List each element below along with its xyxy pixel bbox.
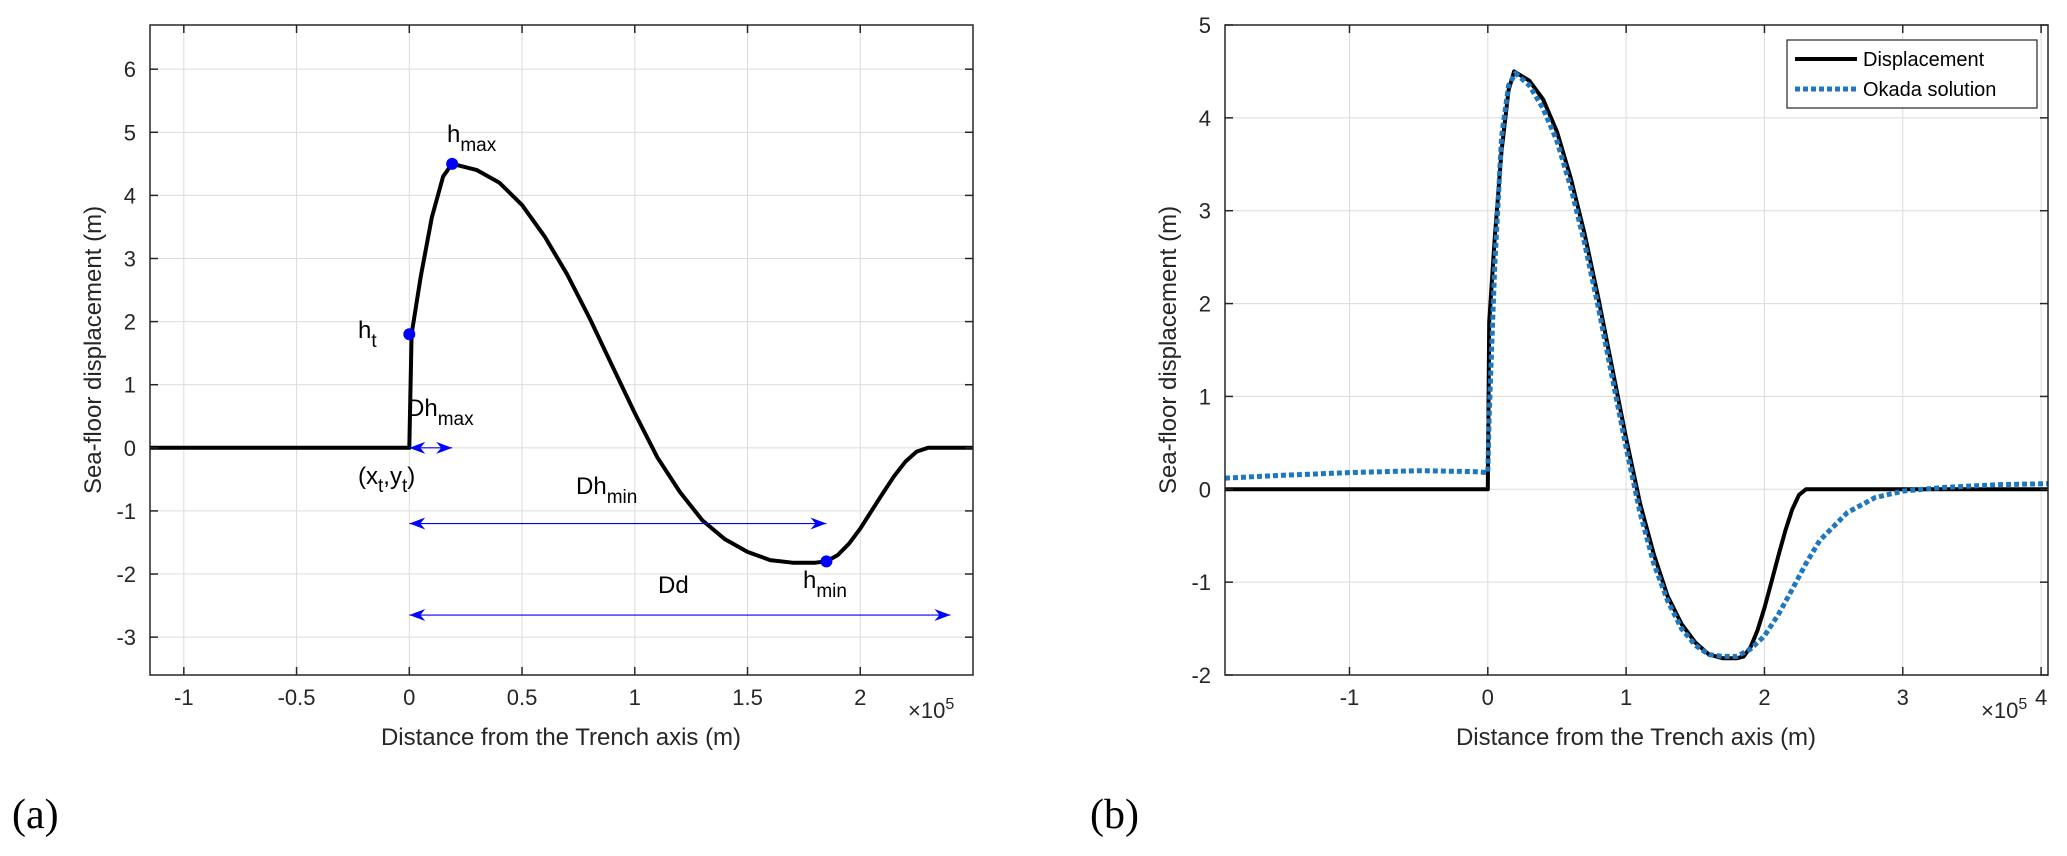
- x-axis-label-b: Distance from the Trench axis (m): [1456, 724, 1816, 751]
- series-okada-solution: [1224, 70, 2049, 659]
- y-axis-label-b: Sea-floor displacement (m): [1155, 206, 1182, 494]
- x-tick-label: 3: [1897, 685, 1909, 710]
- arrowhead-left: [409, 609, 426, 622]
- x-tick-label: 2: [1758, 685, 1770, 710]
- arrowhead-left: [409, 517, 426, 530]
- plot-area-b: [1225, 25, 2048, 675]
- y-tick-label: 5: [1199, 13, 1211, 38]
- arrowhead-left: [409, 441, 426, 454]
- ticks-b: -1 0 1 2 3 4 -2 -1 0 1 2 3 4 5: [1191, 13, 2048, 710]
- y-tick-label: 6: [124, 57, 136, 82]
- x-tick-label: 0: [403, 685, 415, 710]
- y-axis-label-a: Sea-floor displacement (m): [80, 206, 107, 494]
- label-dd: Dd: [658, 572, 689, 599]
- y-tick-label: 2: [1199, 292, 1211, 317]
- panel-label-a: (a): [12, 792, 59, 838]
- axes-box-a: [149, 24, 974, 676]
- x-tick-label: -1: [1340, 685, 1360, 710]
- x-axis-label-a: Distance from the Trench axis (m): [381, 724, 741, 751]
- chart-a: -1 -0.5 0 0.5 1 1.5 2 -3 -2 -1 0 1 2 3 4 5 6 ht hmax hmi…: [12, 24, 974, 838]
- ticks-a: -1 -0.5 0 0.5 1 1.5 2 -3 -2 -1 0 1 2 3 4 5 6: [116, 25, 973, 710]
- y-tick-label: 4: [1199, 106, 1211, 131]
- plot-area-a: [150, 25, 973, 675]
- x-tick-label: -0.5: [278, 685, 316, 710]
- arrowhead-right: [810, 517, 827, 530]
- x-tick-label: 4: [2035, 685, 2047, 710]
- arrows-a: [409, 441, 951, 622]
- x-tick-label: 1: [1620, 685, 1632, 710]
- marker-h-max: [446, 157, 459, 170]
- chart-b: -1 0 1 2 3 4 -2 -1 0 1 2 3 4 5 Displacement Okada sol…: [1090, 13, 2049, 838]
- arrowhead-right: [934, 609, 951, 622]
- legend-b: Displacement Okada solution: [1786, 39, 2038, 109]
- markers-a: [403, 157, 833, 568]
- x-scale-b: ×105: [1981, 696, 2027, 723]
- curves-b: [1224, 69, 2049, 661]
- marker-h-min: [820, 555, 833, 568]
- y-tick-label: 3: [124, 246, 136, 271]
- series-displacement: [150, 161, 973, 565]
- axes-box-b: [1224, 24, 2049, 676]
- x-scale-a: ×105: [908, 696, 954, 723]
- arrowhead-right: [436, 441, 453, 454]
- legend-box: [1786, 39, 2038, 109]
- y-tick-label: 2: [124, 310, 136, 335]
- y-tick-label: 1: [124, 373, 136, 398]
- y-tick-label: 0: [124, 436, 136, 461]
- x-tick-label: 0.5: [507, 685, 538, 710]
- legend-label-displacement: Displacement: [1863, 49, 1985, 71]
- y-tick-label: -1: [1191, 570, 1211, 595]
- marker-h-t: [403, 328, 416, 341]
- y-tick-label: 4: [124, 183, 136, 208]
- panel-label-b: (b): [1090, 792, 1139, 838]
- label-dhmin: Dhmin: [576, 473, 637, 508]
- x-tick-label: 2: [854, 685, 866, 710]
- y-tick-label: -1: [116, 499, 136, 524]
- x-tick-label: 1: [629, 685, 641, 710]
- x-tick-label: 0: [1482, 685, 1494, 710]
- label-xt-yt: (xt,yt): [358, 463, 415, 497]
- y-tick-label: 0: [1199, 477, 1211, 502]
- label-hmin: hmin: [803, 567, 847, 602]
- y-tick-label: 3: [1199, 199, 1211, 224]
- label-ht: ht: [358, 317, 377, 352]
- y-tick-label: 5: [124, 120, 136, 145]
- y-tick-label: -2: [116, 562, 136, 587]
- x-tick-label: 1.5: [732, 685, 763, 710]
- label-dhmax: Dhmax: [407, 395, 474, 430]
- x-tick-label: -1: [174, 685, 194, 710]
- curves-a: [150, 161, 973, 565]
- y-tick-label: -2: [1191, 663, 1211, 688]
- label-hmax: hmax: [447, 121, 497, 156]
- legend-label-okada: Okada solution: [1863, 79, 1996, 101]
- y-tick-label: 1: [1199, 384, 1211, 409]
- y-tick-label: -3: [116, 625, 136, 650]
